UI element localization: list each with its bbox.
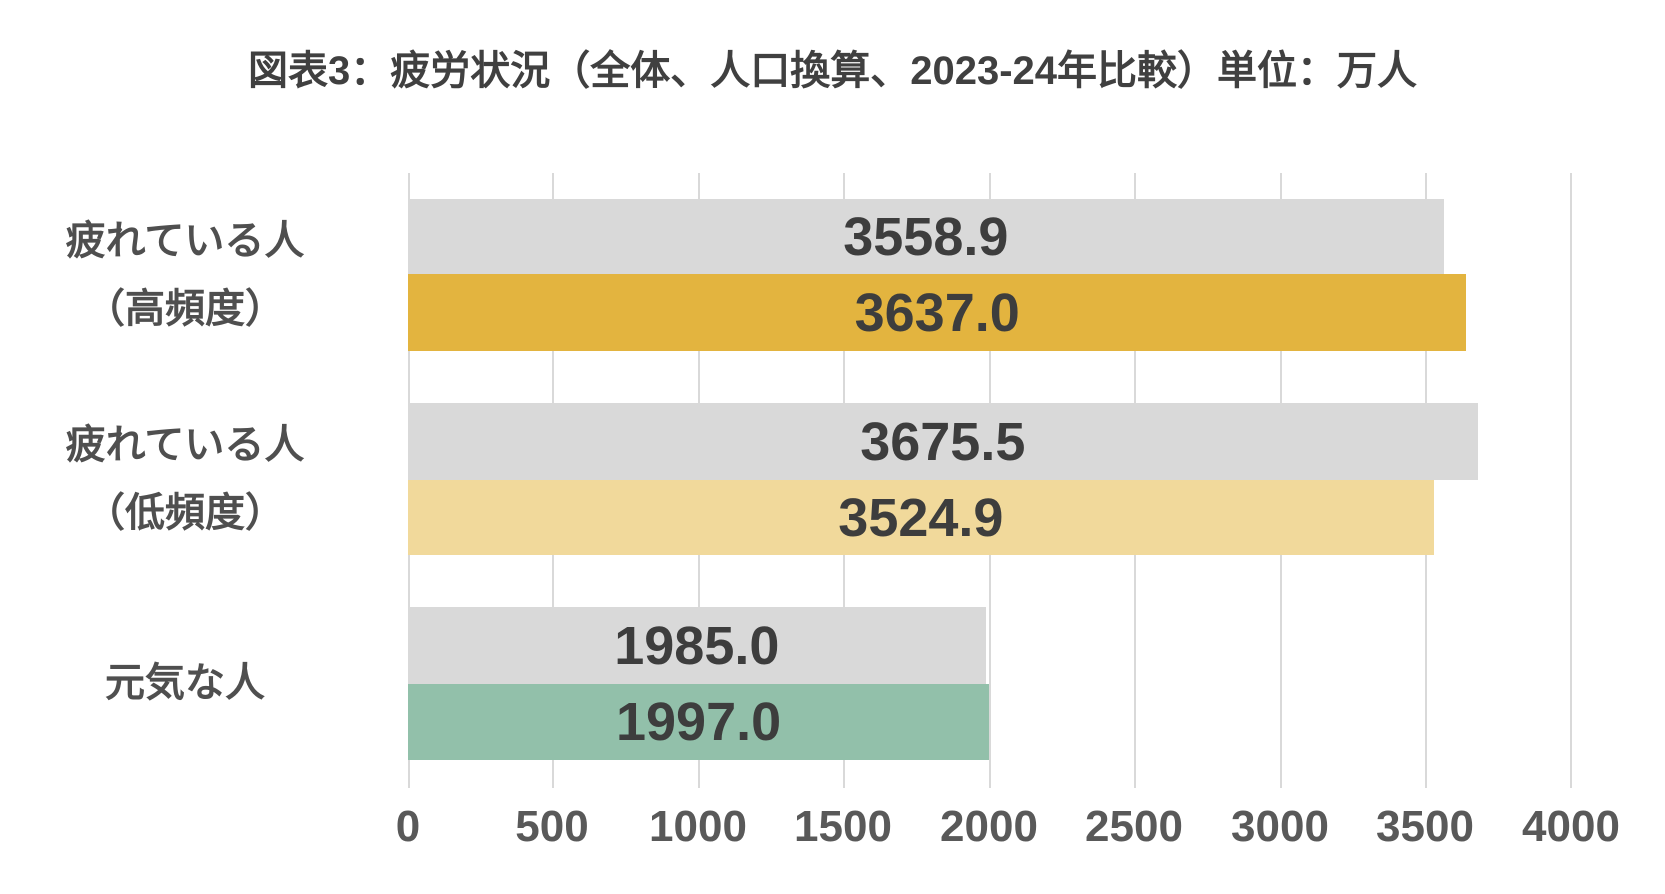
category-label-tired-high-frequency: 疲れている人 （高頻度） xyxy=(10,207,360,343)
bar-2023-tired-high-frequency: 3558.9 xyxy=(408,199,1444,274)
category-label-line1: 疲れている人 xyxy=(65,219,305,263)
value-label: 1997.0 xyxy=(615,692,782,752)
x-tick-label: 1500 xyxy=(794,802,892,851)
value-label: 1985.0 xyxy=(614,615,780,676)
value-label: 3675.5 xyxy=(860,411,1026,472)
category-label-line1: 疲れている人 xyxy=(65,423,305,467)
x-tick-label: 3000 xyxy=(1231,802,1329,851)
value-label: 3524.9 xyxy=(838,487,1004,548)
x-tick-label: 3500 xyxy=(1376,802,1474,851)
bar-2023-tired-low-frequency: 3675.5 xyxy=(408,403,1478,480)
x-tick-label: 1000 xyxy=(649,802,747,851)
x-axis: 0 500 1000 1500 2000 2500 3000 3500 4000 xyxy=(0,805,1665,865)
chart-title: 図表3：疲労状況（全体、人口換算、2023-24年比較）単位：万人 xyxy=(247,49,1418,93)
bar-2023-healthy: 1985.0 xyxy=(408,607,986,684)
x-tick-label: 2000 xyxy=(940,802,1038,851)
bar-2024-healthy: 1997.0 xyxy=(408,684,990,760)
bar-2024-tired-high-frequency: 3637.0 xyxy=(408,274,1467,351)
x-tick-label: 0 xyxy=(395,802,421,851)
category-label-line2: （高頻度） xyxy=(85,287,285,331)
value-label: 3558.9 xyxy=(843,206,1009,267)
x-tick-label: 4000 xyxy=(1522,802,1620,851)
category-label-line1: 元気な人 xyxy=(105,661,265,705)
value-label: 3637.0 xyxy=(854,282,1020,343)
bar-2024-tired-low-frequency: 3524.9 xyxy=(408,480,1434,555)
category-label-healthy: 元気な人 xyxy=(10,649,360,717)
gridline-4000 xyxy=(1570,173,1572,788)
plot-area: 3558.9 3637.0 3675.5 3524.9 1985.0 1997.… xyxy=(408,173,1572,788)
x-tick-label: 500 xyxy=(515,802,589,851)
category-label-tired-low-frequency: 疲れている人 （低頻度） xyxy=(10,411,360,547)
x-tick-label: 2500 xyxy=(1085,802,1183,851)
category-label-line2: （低頻度） xyxy=(85,491,285,535)
